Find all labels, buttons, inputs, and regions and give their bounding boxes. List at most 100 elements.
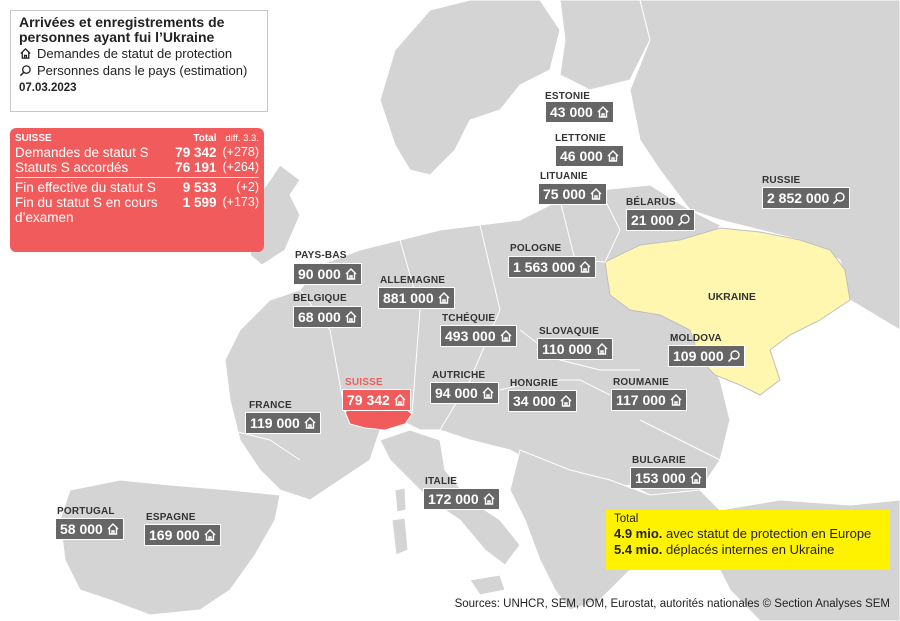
suisse-row: Demandes de statut S 79 342 (+278): [15, 145, 259, 160]
country-value-number: 1 563 000: [513, 259, 576, 275]
country-value-number: 68 000: [298, 309, 341, 325]
country-label-autriche: AUTRICHE: [432, 370, 486, 381]
house-icon: [607, 150, 619, 162]
magnifier-icon: [677, 214, 690, 227]
country-label-tchequie: TCHÉQUIE: [442, 313, 496, 324]
country-label-lituanie: LITUANIE: [540, 171, 588, 182]
country-value-lituanie: 75 000: [538, 183, 607, 205]
country-label-roumanie: ROUMANIE: [613, 377, 670, 388]
house-icon: [597, 106, 609, 118]
country-label-estonie: ESTONIE: [545, 91, 591, 102]
suisse-row-diff: (+264): [222, 160, 259, 174]
country-label-hongrie: HONGRIE: [510, 378, 559, 389]
country-value-number: 172 000: [428, 491, 479, 507]
magnifier-icon: [19, 65, 31, 77]
country-borders: [229, 119, 721, 461]
country-value-russie: 2 852 000: [762, 187, 851, 209]
country-value-number: 58 000: [60, 521, 103, 537]
legend-item-estimation: Personnes dans le pays (estimation): [19, 62, 259, 79]
magnifier-icon: [833, 192, 845, 205]
suisse-summary-box: SUISSE Total diff. 3.3. Demandes de stat…: [10, 128, 264, 252]
country-label-allemagne: ALLEMAGNE: [380, 275, 446, 286]
house-icon: [482, 387, 494, 399]
country-value-number: 43 000: [550, 104, 593, 120]
house-icon: [596, 343, 608, 355]
suisse-row-total: 76 191: [175, 160, 217, 175]
country-value-pologne: 1 563 000: [508, 256, 597, 278]
house-icon: [345, 268, 357, 280]
total-line-displaced: 5.4 mio. déplacés internes en Ukraine: [614, 542, 882, 558]
country-label-pologne: POLOGNE: [510, 243, 562, 254]
iberia-land: [59, 479, 281, 616]
country-value-number: 79 342: [347, 392, 390, 408]
suisse-row-diff: (+278): [222, 145, 259, 159]
house-icon: [438, 292, 450, 304]
sources-footer: Sources: UNHCR, SEM, IOM, Eurostat, auto…: [454, 598, 890, 610]
country-value-number: 21 000: [631, 212, 674, 228]
country-value-number: 2 852 000: [767, 190, 830, 206]
country-label-suisse: SUISSE: [345, 377, 383, 388]
country-label-portugal: PORTUGAL: [57, 506, 115, 517]
country-value-hongrie: 34 000: [508, 390, 577, 412]
house-icon: [500, 330, 512, 342]
house-icon: [690, 472, 702, 484]
country-label-bulgarie: BULGARIE: [632, 455, 686, 466]
country-value-bulgarie: 153 000: [630, 467, 707, 489]
total-protection-text: avec statut de protection en Europe: [662, 526, 872, 541]
country-label-espagne: ESPAGNE: [146, 512, 196, 523]
country-value-belarus: 21 000: [626, 209, 695, 231]
country-value-allemagne: 881 000: [378, 287, 455, 309]
scandinavia-land: [379, 0, 561, 176]
house-icon: [345, 311, 357, 323]
country-value-number: 109 000: [673, 348, 724, 364]
house-icon: [560, 395, 572, 407]
country-label-pays-bas: PAYS-BAS: [295, 250, 347, 261]
suisse-divider: [15, 177, 259, 178]
house-icon: [204, 529, 216, 541]
total-box: Total 4.9 mio. avec statut de protection…: [606, 510, 890, 570]
total-line-protection: 4.9 mio. avec statut de protection en Eu…: [614, 526, 882, 542]
suisse-row: Fin du statut S en cours 1 599 (+173): [15, 195, 259, 210]
suisse-row-label: Statuts S accordés: [15, 160, 129, 175]
legend-date: 07.03.2023: [19, 82, 77, 94]
country-value-number: 153 000: [635, 470, 686, 486]
legend-title-line1: Arrivées et enregistrements de: [19, 14, 225, 30]
legend-item-protection: Demandes de statut de protection: [19, 45, 259, 62]
house-icon: [394, 394, 406, 406]
country-value-number: 75 000: [543, 186, 586, 202]
country-value-moldova: 109 000: [668, 345, 745, 367]
country-value-number: 119 000: [250, 415, 300, 431]
country-label-france: FRANCE: [249, 400, 292, 411]
country-value-number: 94 000: [435, 385, 478, 401]
country-value-number: 34 000: [513, 393, 556, 409]
total-protection-value: 4.9 mio.: [614, 526, 663, 541]
suisse-row-total: 1 599: [182, 195, 217, 210]
sardinia-land: [391, 517, 409, 556]
legend-item-protection-label: Demandes de statut de protection: [37, 46, 233, 61]
country-value-tchequie: 493 000: [440, 325, 517, 347]
country-value-italie: 172 000: [423, 488, 500, 510]
suisse-row-total: 9 533: [182, 180, 217, 195]
country-label-italie: ITALIE: [425, 476, 458, 487]
sicily-land: [469, 574, 506, 596]
legend-box: Arrivées et enregistrements de personnes…: [10, 10, 268, 112]
suisse-row: Statuts S accordés 76 191 (+264): [15, 160, 259, 175]
country-value-france: 119 000: [245, 412, 321, 434]
suisse-row-diff: (+173): [222, 195, 259, 209]
house-icon: [670, 394, 682, 406]
suisse-header-diff: diff. 3.3.: [225, 133, 259, 144]
suisse-row: Fin effective du statut S 9 533 (+2): [15, 180, 259, 195]
ukraine-label: UKRAINE: [708, 291, 756, 303]
house-icon: [483, 493, 495, 505]
house-icon: [20, 47, 31, 59]
suisse-row-label: Fin du statut S en cours: [15, 195, 158, 210]
country-label-belgique: BELGIQUE: [293, 293, 347, 304]
house-icon: [304, 417, 316, 429]
country-value-autriche: 94 000: [430, 382, 499, 404]
total-displaced-text: déplacés internes en Ukraine: [662, 542, 835, 557]
country-value-belgique: 68 000: [293, 306, 362, 328]
country-value-suisse: 79 342: [342, 389, 411, 411]
country-value-number: 493 000: [445, 328, 496, 344]
baltic-sea: [455, 95, 545, 210]
country-value-number: 881 000: [383, 290, 434, 306]
